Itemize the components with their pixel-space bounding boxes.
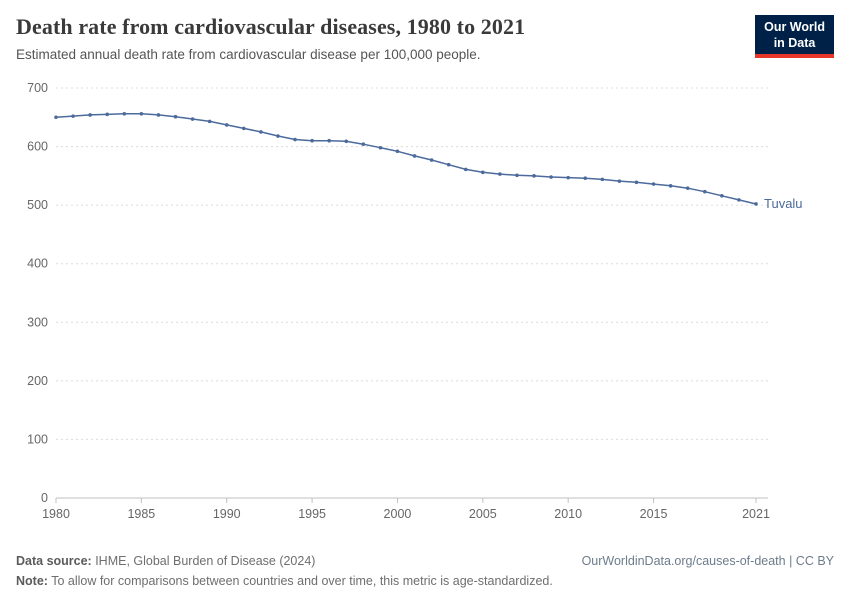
svg-text:1995: 1995 [298, 507, 326, 521]
svg-text:2000: 2000 [384, 507, 412, 521]
data-point[interactable] [600, 177, 605, 182]
page-subtitle: Estimated annual death rate from cardiov… [16, 47, 481, 62]
data-point[interactable] [105, 112, 110, 117]
svg-text:300: 300 [27, 315, 48, 329]
svg-text:1990: 1990 [213, 507, 241, 521]
data-point[interactable] [224, 123, 229, 127]
svg-text:700: 700 [27, 81, 48, 95]
svg-text:2005: 2005 [469, 507, 497, 521]
chart-area: 0 100 200 300 400 500 600 700 1980 1985 1990 1995 20… [16, 66, 834, 539]
svg-text:1980: 1980 [42, 507, 70, 521]
data-point[interactable] [737, 198, 741, 202]
line-chart-canvas[interactable]: 0 100 200 300 400 500 600 700 1980 1985 1990 1995 20… [16, 66, 834, 534]
data-point[interactable] [293, 137, 297, 142]
svg-text:2021: 2021 [742, 507, 770, 521]
x-axis-labels: 1980 1985 1990 1995 2000 2005 2010 2015 2021 [42, 498, 770, 521]
data-point[interactable] [754, 202, 758, 206]
data-point[interactable] [276, 134, 280, 138]
data-point[interactable] [156, 113, 161, 117]
data-point[interactable] [412, 154, 417, 158]
data-point[interactable] [617, 179, 622, 183]
data-point[interactable] [310, 138, 314, 143]
owid-logo[interactable]: Our World in Data [755, 15, 834, 59]
series-end-label[interactable]: Tuvalu [764, 196, 803, 211]
series-tuvalu[interactable]: Tuvalu [54, 111, 803, 211]
svg-text:200: 200 [27, 374, 48, 388]
svg-text:500: 500 [27, 198, 48, 212]
data-point[interactable] [327, 138, 331, 143]
data-point[interactable] [361, 142, 366, 147]
data-point[interactable] [259, 130, 263, 134]
owid-license-link[interactable]: OurWorldinData.org/causes-of-death | CC … [581, 554, 834, 568]
data-point[interactable] [88, 113, 92, 117]
data-point[interactable] [242, 126, 246, 131]
data-point[interactable] [54, 115, 58, 120]
data-point[interactable] [634, 180, 639, 185]
data-point[interactable] [429, 158, 434, 162]
data-point[interactable] [566, 175, 570, 180]
data-point[interactable] [207, 119, 212, 124]
page-title: Death rate from cardiovascular diseases,… [16, 14, 526, 39]
data-point[interactable] [685, 186, 690, 190]
data-source-label: Data source: [16, 554, 92, 568]
data-point[interactable] [446, 162, 451, 167]
data-source-line: Data source: IHME, Global Burden of Dise… [16, 554, 315, 568]
data-point[interactable] [720, 193, 724, 198]
data-point[interactable] [378, 145, 383, 150]
data-point[interactable] [583, 176, 588, 180]
data-point[interactable] [532, 174, 536, 178]
note-text: To allow for comparisons between countri… [47, 574, 553, 588]
data-point[interactable] [668, 184, 673, 188]
owid-logo-line1: Our World [764, 20, 825, 34]
svg-text:2010: 2010 [554, 507, 582, 521]
data-point[interactable] [71, 114, 75, 118]
svg-text:100: 100 [27, 432, 48, 446]
data-point[interactable] [549, 175, 553, 179]
y-axis-labels: 0 100 200 300 400 500 600 700 [27, 81, 48, 505]
series-line[interactable] [55, 113, 757, 205]
heading-block: Death rate from cardiovascular diseases,… [16, 14, 525, 62]
footer: Data source: IHME, Global Burden of Dise… [16, 554, 834, 588]
data-point[interactable] [139, 111, 144, 116]
svg-text:600: 600 [27, 140, 48, 154]
svg-text:1985: 1985 [127, 507, 155, 521]
data-point[interactable] [515, 173, 519, 178]
data-point[interactable] [190, 117, 195, 121]
svg-text:400: 400 [27, 257, 48, 271]
data-point[interactable] [463, 167, 468, 172]
svg-text:0: 0 [41, 491, 48, 505]
data-point[interactable] [173, 114, 178, 119]
gridlines [56, 87, 768, 499]
data-point[interactable] [651, 182, 656, 186]
data-point[interactable] [344, 139, 349, 144]
note-label: Note: [16, 574, 48, 588]
owid-logo-line2: in Data [773, 35, 816, 50]
data-point[interactable] [481, 170, 485, 175]
footer-row-source: Data source: IHME, Global Burden of Dise… [16, 554, 834, 568]
data-point[interactable] [702, 189, 707, 194]
data-point[interactable] [395, 149, 400, 154]
data-source-text: IHME, Global Burden of Disease (2024) [91, 554, 316, 568]
data-point[interactable] [498, 172, 502, 176]
header: Death rate from cardiovascular diseases,… [16, 14, 834, 62]
footer-row-note: Note: To allow for comparisons between c… [16, 574, 834, 588]
svg-text:2015: 2015 [640, 507, 668, 521]
data-point[interactable] [122, 111, 127, 116]
